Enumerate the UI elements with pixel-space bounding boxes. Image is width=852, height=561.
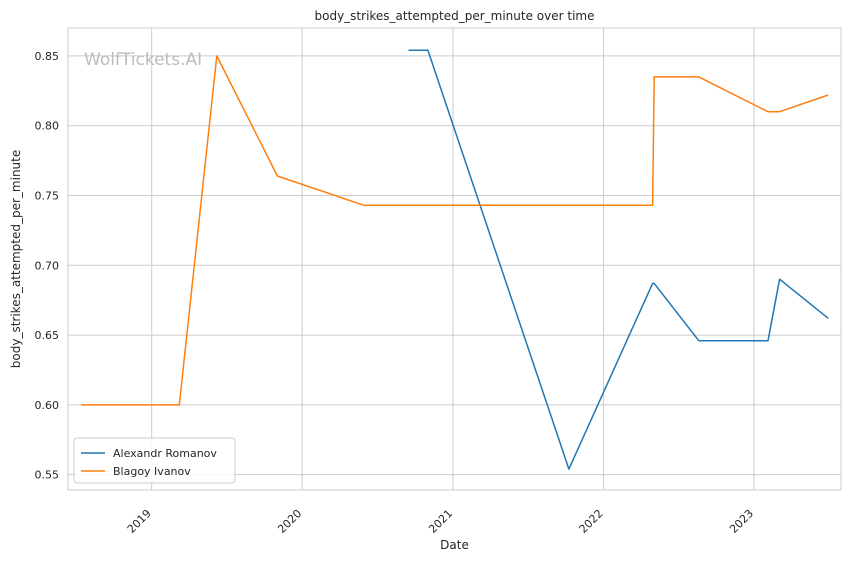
y-tick-label: 0.75: [35, 189, 60, 202]
plot-frame: [67, 27, 842, 491]
y-tick-label: 0.80: [35, 120, 60, 133]
watermark: WolfTickets.AI: [84, 50, 202, 70]
x-tick-label: 2020: [275, 507, 304, 536]
y-tick-label: 0.85: [35, 50, 60, 63]
x-tick-label: 2021: [426, 507, 455, 536]
series-layer: [81, 49, 829, 470]
y-axis-label: body_strikes_attempted_per_minute: [9, 150, 23, 368]
legend-label-ivanov: Blagoy Ivanov: [113, 465, 191, 478]
y-tick-label: 0.65: [35, 329, 60, 342]
legend: Alexandr Romanov Blagoy Ivanov: [73, 437, 236, 484]
x-axis-label: Date: [440, 538, 469, 552]
series-line-romanov: [408, 49, 829, 470]
x-tick-label: 2022: [577, 507, 606, 536]
y-tick-label: 0.60: [35, 399, 60, 412]
x-tick-label: 2023: [727, 507, 756, 536]
y-tick-label: 0.55: [35, 469, 60, 482]
legend-box: [73, 437, 236, 484]
x-tick-label: 2019: [125, 507, 154, 536]
chart-title: body_strikes_attempted_per_minute over t…: [315, 9, 595, 23]
series-line-ivanov: [81, 55, 829, 406]
legend-label-romanov: Alexandr Romanov: [113, 447, 217, 460]
plot-area: [68, 28, 841, 490]
y-tick-label: 0.70: [35, 259, 60, 272]
